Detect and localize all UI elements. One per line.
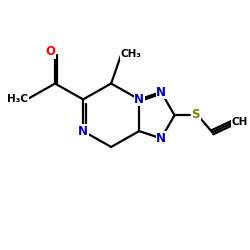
Text: O: O bbox=[46, 45, 56, 58]
Text: CH₃: CH₃ bbox=[121, 49, 142, 59]
Text: N: N bbox=[134, 93, 144, 106]
Text: N: N bbox=[156, 86, 166, 98]
Text: N: N bbox=[156, 132, 166, 145]
Text: N: N bbox=[78, 124, 88, 138]
Text: S: S bbox=[192, 108, 200, 121]
Text: CH: CH bbox=[232, 116, 248, 126]
Text: H₃C: H₃C bbox=[7, 94, 28, 104]
